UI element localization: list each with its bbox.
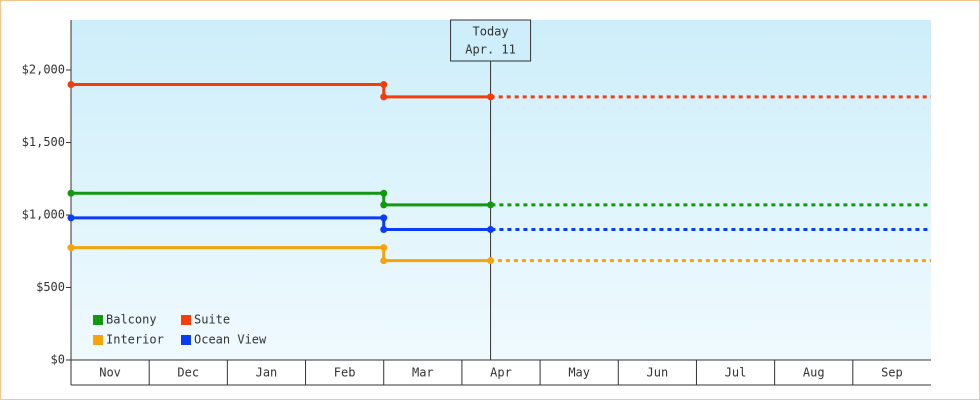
today-box — [450, 19, 532, 62]
legend-label: Ocean View — [194, 333, 267, 347]
y-tick-label: $0 — [51, 353, 65, 367]
series-line — [71, 216, 491, 232]
point — [67, 189, 75, 197]
legend-label: Balcony — [106, 313, 157, 327]
legend-swatch — [181, 335, 191, 345]
point — [380, 214, 388, 222]
x-tick-label: Feb — [334, 366, 356, 380]
plot-area — [71, 20, 931, 360]
legend-swatch — [93, 315, 103, 325]
point — [380, 244, 388, 252]
y-tick-label: $1,000 — [22, 208, 65, 222]
point — [380, 189, 388, 197]
x-tick-label: Aug — [803, 366, 825, 380]
legend-swatch — [181, 315, 191, 325]
x-tick-label: Nov — [99, 366, 121, 380]
x-tick-label: Apr — [490, 366, 512, 380]
x-tick-label: Dec — [177, 366, 199, 380]
x-tick-label: Sep — [881, 366, 903, 380]
today-date: Apr. 11 — [465, 43, 516, 57]
x-tick-label: Jan — [256, 366, 278, 380]
x-tick-label: May — [568, 366, 590, 380]
forecast-line — [490, 228, 931, 232]
point — [380, 226, 388, 234]
point — [67, 244, 75, 252]
x-tick-label: Jul — [725, 366, 747, 380]
y-tick-label: $500 — [36, 280, 65, 294]
today-point — [487, 257, 495, 265]
series-line — [71, 246, 491, 263]
y-tick-label: $1,500 — [22, 135, 65, 149]
forecast-line — [490, 95, 931, 99]
series-line — [71, 191, 491, 207]
today-point — [487, 93, 495, 101]
point — [67, 81, 75, 89]
forecast-line — [490, 203, 931, 207]
point — [67, 214, 75, 222]
legend-label: Interior — [106, 333, 164, 347]
x-tick-label: Mar — [412, 366, 434, 380]
point — [380, 81, 388, 89]
series-line — [71, 83, 491, 99]
y-tick-label: $2,000 — [22, 63, 65, 77]
legend-label: Suite — [194, 313, 230, 327]
today-point — [487, 226, 495, 234]
today-point — [487, 201, 495, 209]
point — [380, 201, 388, 209]
legend-swatch — [93, 335, 103, 345]
point — [380, 93, 388, 101]
x-tick-label: Jun — [647, 366, 669, 380]
today-label: Today — [473, 25, 509, 39]
point — [380, 257, 388, 265]
